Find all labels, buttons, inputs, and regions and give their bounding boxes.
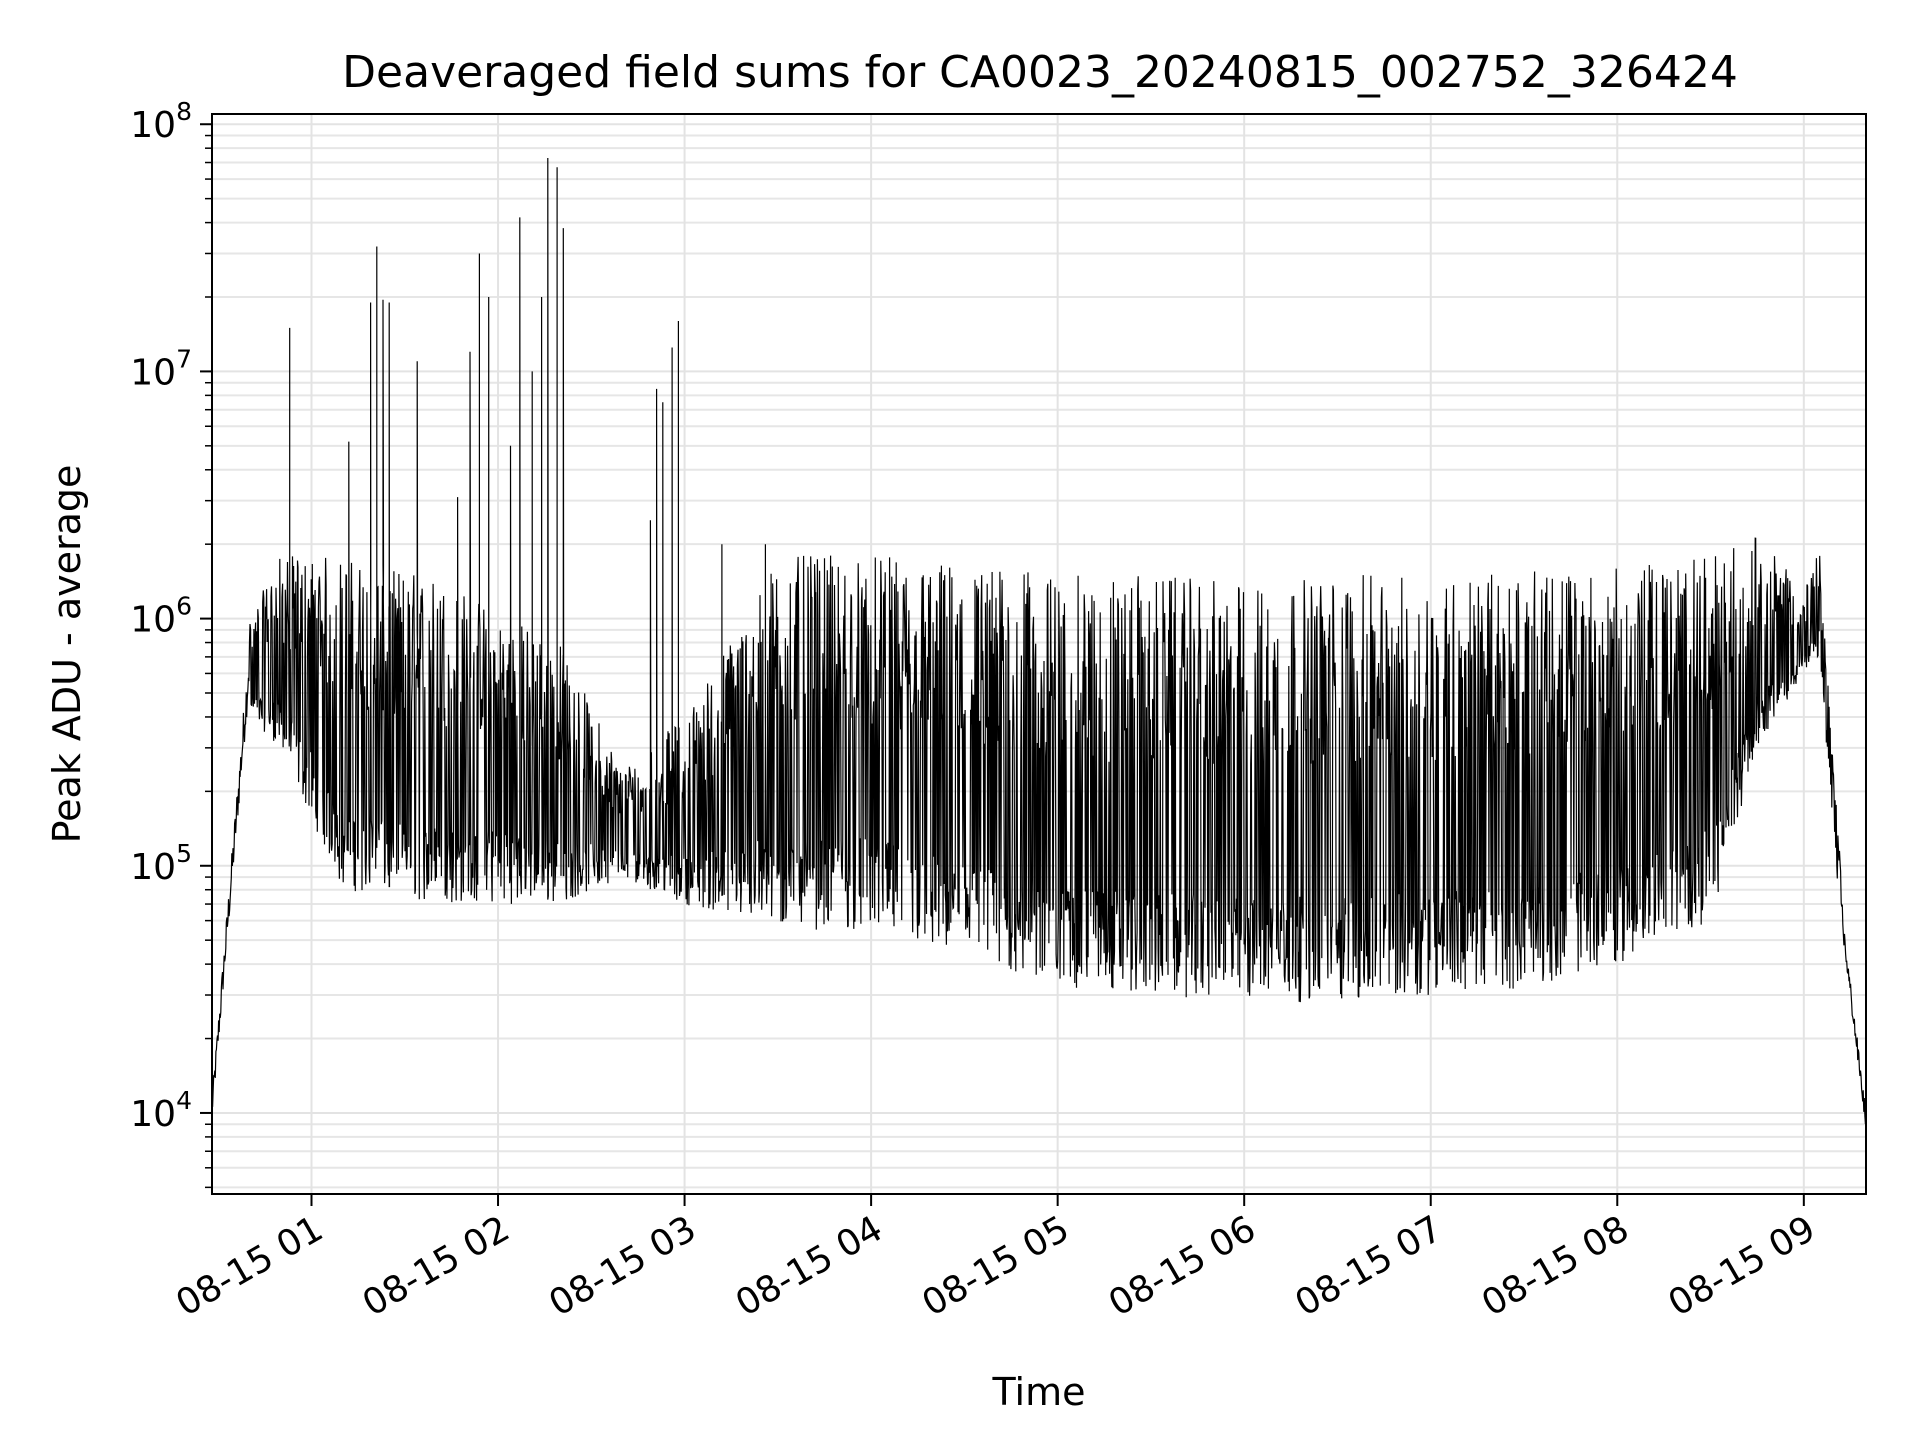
y-tick-label: 108 [130,97,192,146]
y-axis-label: Peak ADU - average [45,465,89,844]
y-tick-label: 105 [130,839,192,888]
y-tick-label: 106 [130,592,192,641]
x-axis-label: Time [992,1370,1086,1414]
y-tick-label: 104 [130,1086,192,1135]
plot-frame [211,113,1867,1195]
chart-title: Deaveraged field sums for CA0023_2024081… [342,47,1738,98]
series-layer [211,157,1867,1125]
y-tick-label: 107 [130,344,192,393]
y-axis-ticks: 104 105 106 107 108 [130,97,212,1189]
series-line [211,157,1867,1125]
